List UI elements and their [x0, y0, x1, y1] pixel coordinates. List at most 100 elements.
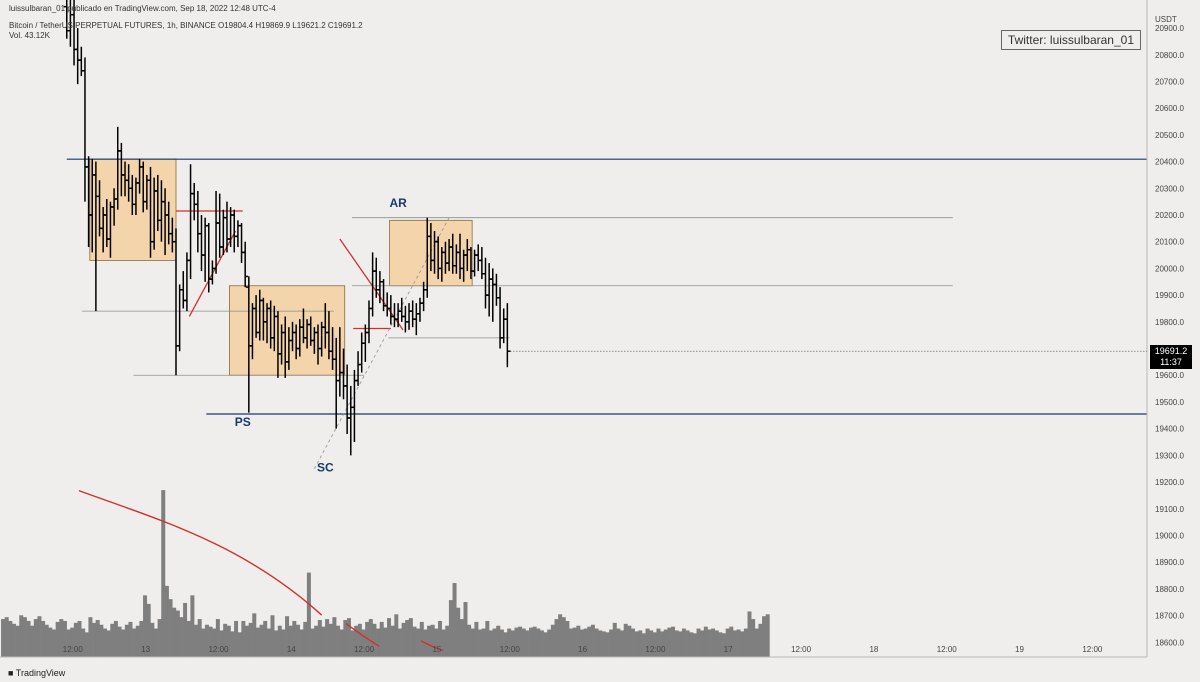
ohlc-bar [365, 300, 372, 344]
volume-bar [237, 632, 242, 657]
time-tick-label: 12:00 [645, 645, 666, 654]
volume-bar [376, 628, 381, 657]
volume-bar [397, 628, 402, 657]
volume-bar [561, 617, 566, 657]
volume-bar [30, 625, 35, 657]
volume-bar [689, 632, 694, 657]
twitter-watermark: Twitter: luissulbaran_01 [1000, 30, 1141, 50]
volume-bar [707, 629, 712, 657]
volume-bar [190, 595, 195, 657]
volume-bar [529, 627, 534, 657]
ohlc-bar [231, 209, 238, 253]
volume-bar [762, 616, 767, 657]
volume-bar [357, 623, 362, 657]
ohlc-bar [209, 260, 216, 285]
price-tick-label: 20000.0 [1155, 264, 1184, 273]
time-tick-label: 15 [432, 645, 441, 654]
volume-bar [317, 620, 322, 657]
volume-bar [208, 626, 213, 657]
volume-bar [248, 622, 253, 657]
volume-bar [667, 627, 672, 657]
ohlc-bar [198, 214, 205, 272]
volume-bar [48, 627, 53, 657]
volume-bar [452, 583, 457, 657]
ohlc-bar [238, 223, 245, 264]
volume-bar [656, 628, 661, 657]
volume-bar [194, 624, 199, 657]
time-tick-label: 16 [578, 645, 587, 654]
volume-bar [499, 629, 504, 657]
volume-bar [463, 601, 468, 657]
volume-bar [488, 630, 493, 657]
volume-bar [583, 628, 588, 657]
volume-bar [496, 625, 501, 657]
volume-bar [55, 621, 60, 657]
ohlc-bar [420, 281, 427, 312]
volume-bar [427, 625, 432, 657]
price-tick-label: 19300.0 [1155, 451, 1184, 460]
volume-bar [365, 621, 370, 657]
volume-bar [416, 628, 421, 657]
volume-bar [678, 631, 683, 657]
time-tick-label: 12:00 [500, 645, 521, 654]
volume-bar [572, 627, 577, 657]
ohlc-bar [234, 220, 241, 248]
volume-bar [456, 607, 461, 657]
volume-bar [481, 628, 486, 657]
volume-bar [179, 617, 184, 657]
volume-bar [459, 619, 464, 657]
volume-bar [295, 624, 300, 657]
symbol-label: Bitcoin / TetherUS PERPETUAL FUTURES, 1h… [9, 21, 216, 30]
volume-bar [743, 628, 748, 657]
volume-bar [510, 630, 515, 657]
volume-bar [579, 629, 584, 657]
ohlc-bar [497, 287, 504, 349]
ohlc-bar [355, 351, 362, 386]
volume-bar [448, 600, 453, 657]
volume-bar [623, 623, 628, 657]
ohlc-bar [489, 268, 496, 322]
volume-bar [77, 620, 82, 657]
volume-bar [638, 630, 643, 657]
volume-bar [212, 628, 217, 657]
volume-bar [674, 630, 679, 657]
volume-bar [547, 629, 552, 657]
volume-bar [84, 632, 89, 657]
volume-bar [696, 628, 701, 657]
volume-bar [244, 625, 249, 657]
ohlc-bar [358, 332, 365, 373]
volume-bar [117, 626, 122, 657]
volume-bar [197, 619, 202, 657]
ohlc-bar [409, 300, 416, 328]
volume-bar [601, 631, 606, 657]
volume-bar [732, 630, 737, 657]
volume-bar [652, 632, 657, 657]
time-tick-label: 12:00 [791, 645, 812, 654]
ohlc-bar [416, 297, 423, 322]
volume-bar [430, 624, 435, 657]
volume-bar [41, 620, 46, 657]
volume-bar [99, 624, 104, 657]
volume-bar [412, 626, 417, 657]
time-tick-label: 13 [141, 645, 150, 654]
volume-bar [612, 622, 617, 657]
volume-bar [168, 599, 173, 657]
ar-annotation: AR [389, 196, 407, 210]
volume-bar [281, 629, 286, 657]
price-tick-label: 19400.0 [1155, 425, 1184, 434]
volume-decay-1-curve [78, 489, 323, 616]
price-tick-label: 20600.0 [1155, 104, 1184, 113]
ohlc-bar [413, 303, 420, 336]
ohlc-bar [486, 263, 493, 317]
volume-bar [226, 625, 231, 657]
price-tick-label: 20900.0 [1155, 24, 1184, 33]
volume-bar [175, 610, 180, 657]
tradingview-logo[interactable]: ■ TradingView [8, 668, 65, 678]
volume-bar [186, 620, 191, 657]
ohlc-bar [194, 190, 201, 253]
volume-bar [401, 622, 406, 657]
sc-annotation: SC [317, 460, 334, 474]
volume-bar [590, 624, 595, 657]
price-tick-label: 19200.0 [1155, 478, 1184, 487]
